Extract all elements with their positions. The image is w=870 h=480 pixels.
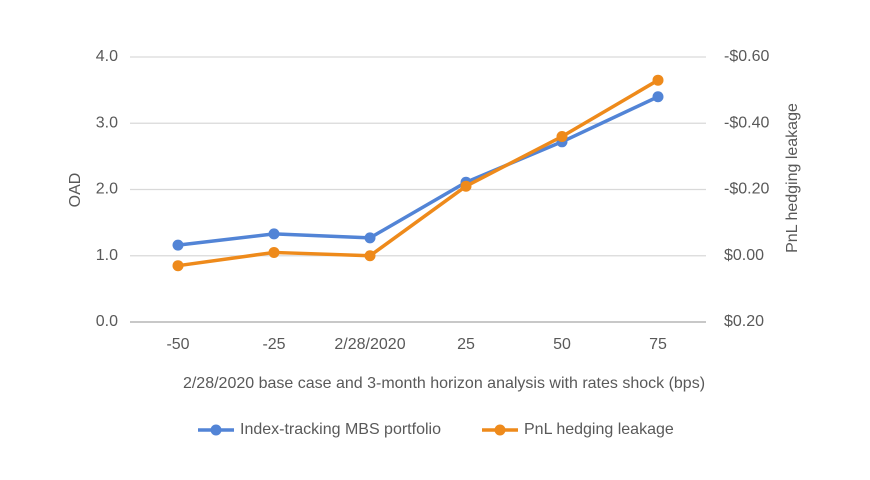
y-tick-label: 2.0 — [96, 181, 118, 198]
x-tick-label: 75 — [649, 336, 667, 353]
x-tick-label: 2/28/2020 — [334, 336, 405, 353]
y2-tick-label: $0.20 — [724, 313, 764, 330]
series-line — [177, 95, 659, 247]
series-line — [177, 78, 659, 268]
data-point — [364, 250, 376, 262]
x-tick-label: -25 — [262, 336, 285, 353]
data-point — [460, 180, 472, 192]
y-tick-label: 3.0 — [96, 114, 118, 131]
data-point — [364, 232, 376, 244]
data-point — [172, 239, 184, 251]
legend-label: Index-tracking MBS portfolio — [240, 421, 441, 438]
y-tick-label: 1.0 — [96, 247, 118, 264]
x-tick-label: 25 — [457, 336, 475, 353]
legend-label: PnL hedging leakage — [524, 421, 674, 438]
data-point — [556, 131, 568, 142]
y-axis-title: OAD — [67, 173, 84, 208]
y2-tick-label: -$0.40 — [724, 114, 769, 131]
x-tick-label: 50 — [553, 336, 571, 353]
data-point — [268, 228, 280, 240]
y2-tick-label: $0.00 — [724, 247, 764, 264]
x-axis-title: 2/28/2020 base case and 3-month horizon … — [183, 375, 705, 392]
legend-marker — [494, 424, 506, 436]
data-point — [172, 260, 184, 272]
y-tick-label: 0.0 — [96, 313, 118, 330]
data-point — [652, 91, 664, 103]
y2-tick-label: -$0.60 — [724, 48, 769, 65]
y2-axis-title: PnL hedging leakage — [784, 103, 801, 253]
x-tick-label: -50 — [166, 336, 189, 353]
data-point — [268, 246, 280, 258]
y2-tick-label: -$0.20 — [724, 181, 769, 198]
y-tick-label: 4.0 — [96, 48, 118, 65]
data-point — [652, 74, 664, 86]
legend-marker — [210, 424, 222, 436]
